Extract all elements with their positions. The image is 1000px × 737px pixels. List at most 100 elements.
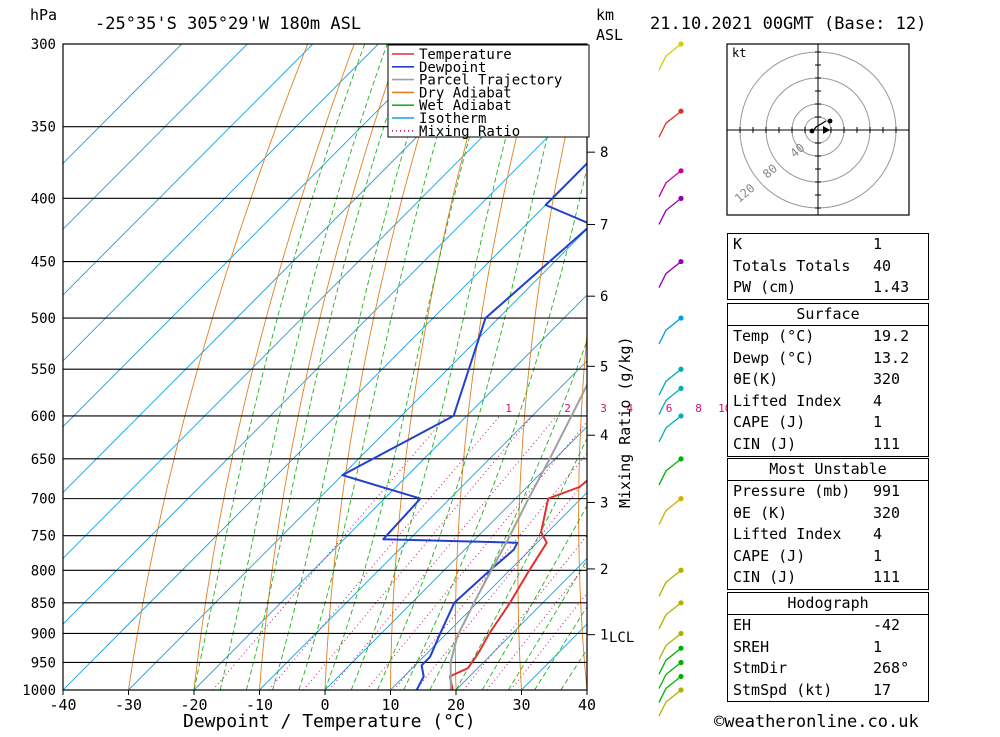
hodo-key: EH	[733, 615, 751, 637]
wet-adiabat-line	[456, 44, 731, 690]
index-value: 40	[873, 256, 891, 278]
mixing-ratio-label: 6	[666, 402, 673, 415]
pressure-tick-label: 700	[31, 492, 56, 508]
wind-barb	[659, 262, 681, 288]
most-unstable-title: Most Unstable	[728, 459, 928, 481]
hodo-value: 268°	[873, 658, 909, 680]
dry-adiabat-line	[694, 44, 725, 690]
surface-value: 4	[873, 391, 882, 413]
mixing-ratio-label: 3	[600, 402, 607, 415]
surface-key: Temp (°C)	[733, 326, 814, 348]
pressure-unit-label: hPa	[30, 6, 57, 24]
mixing-ratio-line	[487, 416, 706, 690]
surface-value: 320	[873, 369, 900, 391]
x-tick-label: 40	[578, 696, 596, 714]
x-tick-label: -40	[49, 696, 76, 714]
mu-key: Pressure (mb)	[733, 481, 850, 503]
hodograph-point	[810, 129, 815, 134]
pressure-tick-label: 350	[31, 120, 56, 136]
surface-title: Surface	[728, 304, 928, 326]
plot-frame	[63, 44, 587, 690]
pressure-tick-label: 750	[31, 529, 56, 545]
hodo-key: StmDir	[733, 658, 787, 680]
dry-adiabat-line	[637, 44, 679, 690]
hodo-value: 17	[873, 680, 891, 702]
wet-adiabat-line	[404, 44, 617, 690]
wind-barb	[659, 499, 681, 525]
legend-entry: Mixing Ratio	[419, 124, 520, 140]
isotherm-line	[0, 44, 509, 690]
most-unstable-table: Most Unstable Pressure (mb) 991 θE (K) 320…	[727, 458, 929, 590]
wind-barb	[659, 171, 681, 197]
pressure-tick-label: 650	[31, 452, 56, 468]
surface-value: 111	[873, 434, 900, 456]
hodo-key: SREH	[733, 637, 769, 659]
surface-value: 13.2	[873, 348, 909, 370]
wind-barb	[659, 570, 681, 596]
pressure-tick-label: 600	[31, 409, 56, 425]
mixing-ratio-line	[329, 416, 557, 690]
mu-value: 991	[873, 481, 900, 503]
height-tick-label: 8	[600, 145, 608, 161]
dry-adiabat-line	[129, 44, 308, 690]
mixing-ratio-line	[464, 416, 684, 690]
mu-value: 111	[873, 567, 900, 589]
height-tick-label: 5	[600, 359, 608, 375]
pressure-tick-label: 300	[31, 37, 56, 53]
height-tick-label: 1	[600, 628, 608, 644]
mu-key: CIN (J)	[733, 567, 796, 589]
hodograph-title: Hodograph	[728, 593, 928, 615]
wind-barb	[659, 111, 681, 137]
x-axis-title: Dewpoint / Temperature (°C)	[183, 711, 476, 732]
datetime-title: 21.10.2021 00GMT (Base: 12)	[650, 14, 926, 34]
mixing-ratio-axis-title: Mixing Ratio (g/kg)	[616, 336, 634, 508]
hodograph-unit: kt	[732, 46, 746, 60]
pressure-tick-label: 400	[31, 191, 56, 207]
wet-adiabat-line	[273, 44, 437, 690]
dry-adiabat-line	[194, 44, 354, 690]
isotherm-line	[129, 44, 772, 690]
x-tick-label: 30	[512, 696, 530, 714]
mu-key: θE (K)	[733, 503, 787, 525]
pressure-tick-label: 900	[31, 626, 56, 642]
mixing-ratio-label: 2	[564, 402, 571, 415]
lcl-label: LCL	[609, 630, 634, 646]
index-value: 1	[873, 234, 882, 256]
mixing-ratio-line	[394, 416, 618, 690]
wind-barb	[659, 44, 681, 70]
surface-table: Surface Temp (°C) 19.2 Dewp (°C) 13.2 θE(K…	[727, 303, 929, 457]
location-title: -25°35'S 305°29'W 180m ASL	[95, 14, 361, 34]
mu-key: Lifted Index	[733, 524, 841, 546]
surface-key: θE(K)	[733, 369, 778, 391]
mu-value: 320	[873, 503, 900, 525]
pressure-tick-label: 850	[31, 596, 56, 612]
isotherm-line	[63, 44, 706, 690]
wind-barb	[659, 634, 681, 660]
isotherm-line	[0, 44, 444, 690]
mu-value: 4	[873, 524, 882, 546]
hodo-key: StmSpd (kt)	[733, 680, 832, 702]
surface-key: CAPE (J)	[733, 412, 805, 434]
isotherm-line	[0, 44, 182, 690]
height-unit-km: km	[596, 6, 614, 24]
mu-key: CAPE (J)	[733, 546, 805, 568]
mixing-ratio-label: 1	[505, 402, 512, 415]
wind-barb	[659, 318, 681, 344]
surface-value: 1	[873, 412, 882, 434]
mixing-ratio-line	[213, 416, 447, 690]
wet-adiabat-line	[351, 44, 531, 690]
wet-adiabat-line	[299, 44, 465, 690]
x-tick-label: -30	[115, 696, 142, 714]
surface-key: Dewp (°C)	[733, 348, 814, 370]
dry-adiabat-line	[260, 44, 401, 690]
surface-value: 19.2	[873, 326, 909, 348]
height-tick-label: 7	[600, 218, 608, 234]
dry-adiabat-line	[455, 44, 540, 690]
wind-barb	[659, 603, 681, 629]
pressure-tick-label: 450	[31, 255, 56, 271]
index-value: 1.43	[873, 277, 909, 299]
height-tick-label: 4	[600, 428, 608, 444]
